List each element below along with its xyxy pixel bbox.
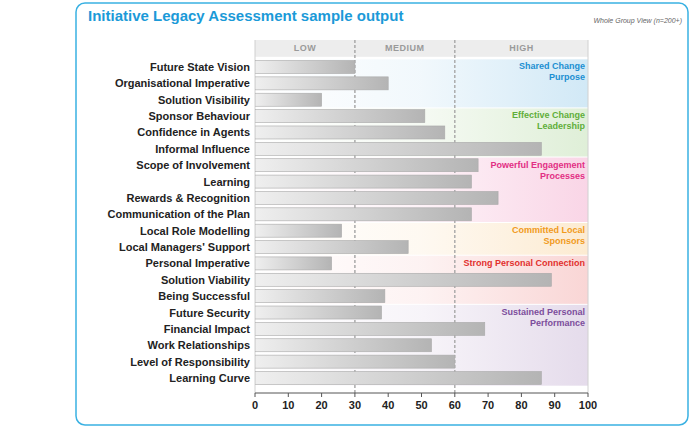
x-tick xyxy=(421,393,422,397)
x-tick-label: 50 xyxy=(415,399,427,411)
bar xyxy=(255,175,471,188)
bar xyxy=(255,159,478,172)
bar xyxy=(255,306,382,319)
bar xyxy=(255,241,408,254)
group-label: Powerful Engagement xyxy=(490,160,585,170)
category-label: Solution Viability xyxy=(161,274,251,286)
x-tick-label: 20 xyxy=(315,399,327,411)
category-label: Scope of Involvement xyxy=(136,159,250,171)
category-label: Rewards & Recognition xyxy=(127,192,251,204)
group-band xyxy=(255,108,588,156)
x-tick-label: 40 xyxy=(382,399,394,411)
bar xyxy=(255,208,471,221)
group-band xyxy=(255,158,588,222)
bar xyxy=(255,77,388,90)
zone-label: LOW xyxy=(294,43,317,53)
category-label: Work Relationships xyxy=(148,339,250,351)
x-tick-label: 60 xyxy=(449,399,461,411)
bar xyxy=(255,339,431,352)
bar xyxy=(255,142,541,155)
x-tick xyxy=(588,393,589,397)
category-label: Informal Influence xyxy=(155,143,250,155)
x-tick xyxy=(454,393,455,397)
bar xyxy=(255,372,541,385)
chart: Initiative Legacy Assessment sample outp… xyxy=(0,0,692,442)
bar xyxy=(255,61,355,74)
category-label: Confidence in Agents xyxy=(137,126,250,138)
category-label: Learning xyxy=(204,176,250,188)
category-label: Financial Impact xyxy=(164,323,251,335)
x-tick xyxy=(354,393,355,397)
group-label: Committed Local xyxy=(512,225,585,235)
category-label: Sponsor Behaviour xyxy=(149,110,251,122)
category-label: Being Successful xyxy=(158,290,250,302)
category-label: Organisational Imperative xyxy=(115,77,250,89)
group-label: Sponsors xyxy=(543,236,585,246)
header-band xyxy=(255,40,588,57)
category-label: Level of Responsibility xyxy=(130,356,251,368)
group-band xyxy=(255,223,588,255)
x-tick-label: 70 xyxy=(482,399,494,411)
category-label: Local Managers' Support xyxy=(119,241,250,253)
x-tick xyxy=(288,393,289,397)
x-tick xyxy=(554,393,555,397)
x-tick-label: 100 xyxy=(579,399,597,411)
category-label: Communication of the Plan xyxy=(108,208,251,220)
bar xyxy=(255,322,485,335)
bar xyxy=(255,110,425,123)
group-band xyxy=(255,59,588,107)
group-band xyxy=(255,305,588,386)
group-label: Effective Change xyxy=(512,110,585,120)
zone-boundary xyxy=(588,40,589,393)
group-label: Strong Personal Connection xyxy=(463,258,585,268)
group-band xyxy=(255,256,588,304)
bar xyxy=(255,93,322,106)
bar xyxy=(255,290,385,303)
group-label: Purpose xyxy=(549,72,585,82)
category-label: Personal Imperative xyxy=(145,257,250,269)
bar xyxy=(255,191,498,204)
category-label: Future State Vision xyxy=(150,61,250,73)
group-label: Leadership xyxy=(537,121,586,131)
bar xyxy=(255,224,342,237)
group-label: Shared Change xyxy=(519,61,585,71)
x-tick-label: 0 xyxy=(252,399,258,411)
bar xyxy=(255,257,332,270)
frame xyxy=(76,3,688,425)
subtitle: Whole Group View (n=200+) xyxy=(593,17,682,25)
x-tick xyxy=(488,393,489,397)
group-label: Sustained Personal xyxy=(501,307,585,317)
zone-label: HIGH xyxy=(509,43,534,53)
x-tick xyxy=(255,393,256,397)
zone-label: MEDIUM xyxy=(385,43,425,53)
bar xyxy=(255,273,551,286)
bar xyxy=(255,126,445,139)
x-tick-label: 80 xyxy=(515,399,527,411)
group-label: Processes xyxy=(540,171,585,181)
group-label: Performance xyxy=(530,318,585,328)
bar xyxy=(255,355,455,368)
bars xyxy=(255,61,551,385)
category-label: Solution Visibility xyxy=(158,94,251,106)
title: Initiative Legacy Assessment sample outp… xyxy=(88,7,403,24)
category-label: Learning Curve xyxy=(169,372,250,384)
x-tick xyxy=(521,393,522,397)
x-tick xyxy=(321,393,322,397)
x-tick-label: 30 xyxy=(349,399,361,411)
x-tick xyxy=(388,393,389,397)
x-tick-label: 90 xyxy=(549,399,561,411)
category-label: Local Role Modelling xyxy=(140,225,250,237)
category-label: Future Security xyxy=(169,307,251,319)
x-tick-label: 10 xyxy=(282,399,294,411)
